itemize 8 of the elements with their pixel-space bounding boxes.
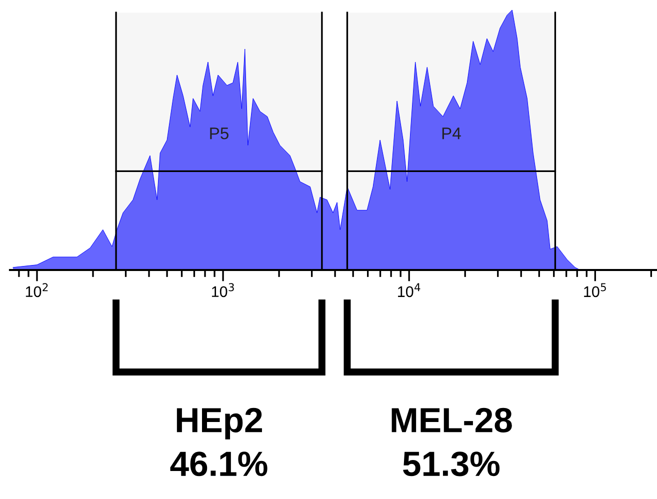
x-tick-label: 10$^{5}$ (584, 283, 606, 298)
band-label: P4 (442, 128, 461, 140)
band-label: P5 (210, 128, 228, 140)
x-tick-label: 10$^{3}$ (212, 283, 234, 298)
x-tick-label: 10$^{2}$ (26, 283, 48, 298)
text: HEp2 46.1% (170, 408, 268, 476)
text: MEL-28 51.3% (392, 408, 512, 476)
x-tick-label: 10$^{4}$ (398, 283, 420, 298)
